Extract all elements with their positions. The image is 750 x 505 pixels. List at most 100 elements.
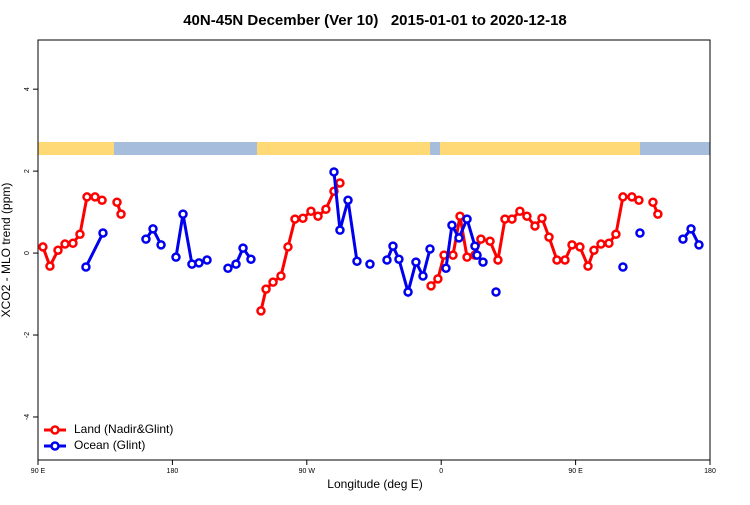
legend-swatch-point [50, 425, 60, 435]
x-tick-label: 0 [439, 468, 443, 475]
y-tick-label: 2 [24, 169, 31, 173]
data-point [472, 250, 482, 260]
data-point [447, 220, 457, 230]
data-point [611, 229, 621, 239]
data-point [618, 192, 628, 202]
legend-label: Ocean (Glint) [74, 438, 145, 452]
data-point [575, 242, 585, 252]
x-tick-label: 90 W [299, 468, 316, 475]
data-point [694, 240, 704, 250]
data-point [648, 197, 658, 208]
data-point [335, 225, 345, 235]
data-point [38, 242, 48, 252]
data-point [68, 238, 78, 248]
data-point [290, 214, 300, 224]
data-point [238, 243, 248, 253]
y-tick-label: 4 [24, 87, 31, 91]
data-point [653, 209, 663, 219]
data-point [411, 257, 421, 267]
legend-box [40, 420, 180, 456]
data-point [491, 287, 501, 297]
y-tick-label: 0 [24, 251, 31, 255]
data-point [321, 204, 331, 214]
data-point [45, 261, 55, 271]
data-point [530, 221, 540, 231]
data-point [441, 263, 451, 273]
legend-label: Land (Nadir&Glint) [74, 422, 173, 436]
data-point [627, 192, 637, 202]
data-point [97, 195, 107, 205]
data-point [148, 224, 158, 234]
data-point [352, 256, 362, 267]
band-land [440, 142, 640, 155]
data-point [448, 250, 458, 260]
data-point [485, 236, 495, 246]
data-point [567, 240, 577, 250]
data-point [53, 245, 63, 255]
data-point [112, 197, 122, 208]
data-point [507, 214, 517, 224]
data-point [60, 239, 70, 249]
data-point [544, 232, 554, 242]
data-point [223, 263, 233, 273]
data-point [246, 254, 256, 264]
data-point [313, 211, 323, 221]
data-point [462, 252, 472, 262]
chart-title: 40N-45N December (Ver 10) 2015-01-01 to … [183, 12, 567, 29]
band-land [257, 142, 430, 155]
data-point [462, 214, 472, 224]
data-point [560, 255, 570, 265]
x-axis-label: Longitude (deg E) [327, 477, 422, 491]
data-point [454, 233, 464, 243]
data-point [470, 241, 480, 251]
x-tick-label: 180 [704, 468, 716, 475]
data-point [678, 234, 688, 244]
data-point [298, 213, 308, 223]
data-point [418, 271, 428, 281]
x-tick-label: 90 E [568, 468, 583, 475]
data-point [365, 259, 375, 269]
data-point [426, 281, 436, 291]
data-point [141, 234, 151, 244]
data-point [604, 238, 614, 248]
legend-swatch-point [50, 441, 60, 451]
band-land [38, 142, 114, 155]
data-point [388, 241, 398, 251]
data-point [261, 284, 271, 294]
data-point [634, 195, 644, 205]
data-point [231, 259, 241, 269]
data-point [589, 245, 599, 255]
data-point [686, 224, 696, 234]
data-point [522, 211, 532, 221]
data-point [283, 242, 293, 252]
data-point [478, 257, 488, 267]
data-point [394, 254, 404, 264]
data-point [194, 258, 204, 268]
data-point [476, 234, 486, 244]
x-tick-label: 90 E [31, 468, 46, 475]
data-point [256, 306, 266, 316]
data-point [552, 255, 562, 265]
x-tick-label: 180 [167, 468, 179, 475]
data-point [156, 240, 166, 250]
data-point [335, 178, 345, 188]
data-point [343, 195, 353, 205]
data-point [178, 209, 188, 219]
data-point [583, 261, 593, 271]
data-point [268, 277, 278, 287]
data-point [596, 239, 606, 249]
data-point [515, 206, 525, 217]
data-point [82, 192, 92, 202]
series-line [84, 171, 701, 298]
plot-frame [37, 39, 711, 461]
y-axis-label: XCO2 - MLO trend (ppm) [0, 183, 13, 318]
data-point [75, 229, 85, 239]
data-point [493, 255, 503, 265]
data-point [382, 255, 392, 265]
y-tick-label: -2 [24, 332, 31, 338]
data-point [403, 287, 413, 297]
data-point [202, 255, 212, 265]
data-point [306, 206, 316, 217]
data-point [171, 252, 181, 262]
